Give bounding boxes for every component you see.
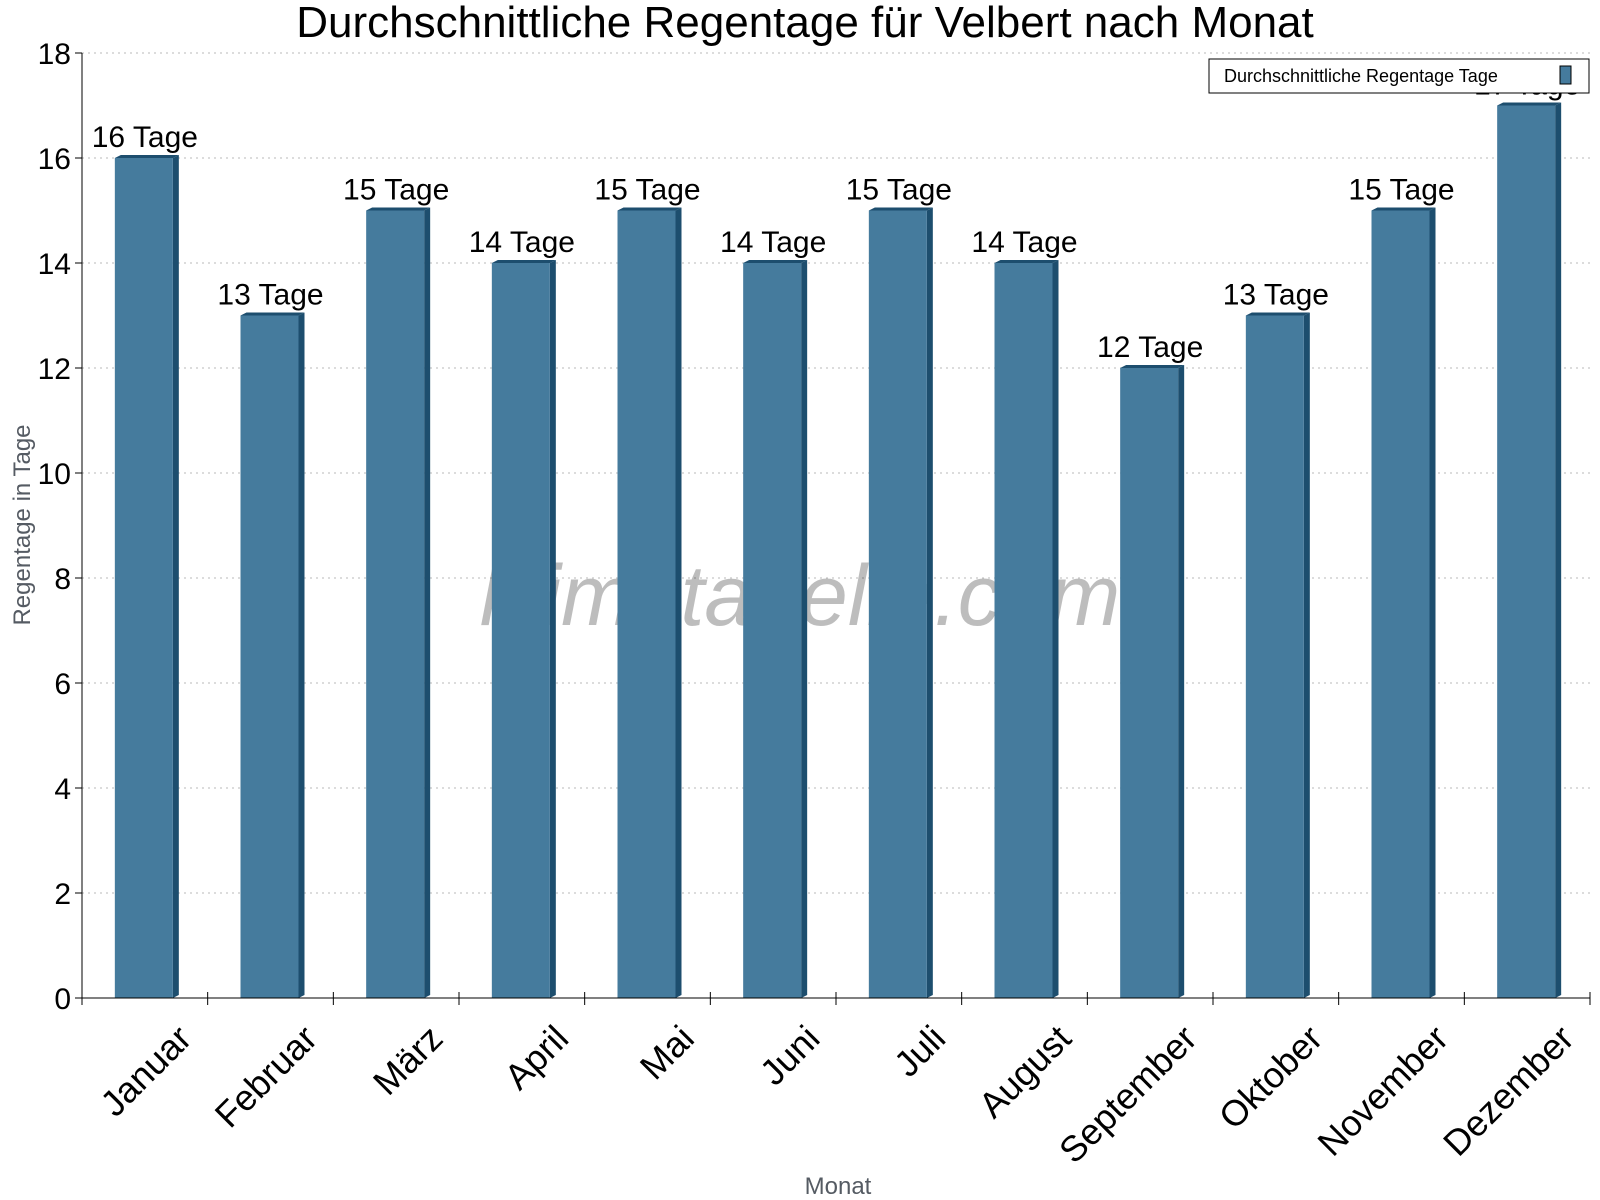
bar-side xyxy=(1052,260,1059,998)
bar xyxy=(617,210,676,998)
bar xyxy=(1371,210,1430,998)
bar-side xyxy=(675,207,682,998)
data-label: 13 Tage xyxy=(1223,279,1329,312)
bar xyxy=(994,263,1053,998)
bar-side xyxy=(424,207,431,998)
legend-label: Durchschnittliche Regentage Tage xyxy=(1224,66,1498,86)
bar-top xyxy=(1245,312,1310,316)
bar-top xyxy=(491,260,556,263)
bar-group: 15 Tage xyxy=(846,174,952,998)
x-tick-label: Dezember xyxy=(1435,1017,1581,1163)
y-tick-label: 4 xyxy=(54,773,71,806)
legend-swatch xyxy=(1559,65,1572,85)
legend: Durchschnittliche Regentage Tage xyxy=(1208,58,1590,94)
bar-group: 15 Tage xyxy=(594,174,701,998)
bar-side xyxy=(1555,102,1562,998)
y-tick-label: 12 xyxy=(38,353,71,386)
bar xyxy=(491,263,550,998)
x-tick-label: November xyxy=(1309,1017,1455,1163)
x-tick-label: Oktober xyxy=(1211,1017,1331,1137)
bar-top xyxy=(240,312,305,316)
bar-top xyxy=(1371,207,1436,211)
bar-group: 17 Tage xyxy=(1474,69,1580,998)
data-label: 14 Tage xyxy=(720,226,826,259)
bar xyxy=(114,158,173,998)
x-tick-label: März xyxy=(365,1017,451,1103)
bar-top xyxy=(114,155,179,158)
bar xyxy=(366,210,425,998)
data-label: 15 Tage xyxy=(343,174,449,207)
data-label: 14 Tage xyxy=(469,226,575,259)
bar-group: 13 Tage xyxy=(1223,279,1329,998)
x-tick-label: September xyxy=(1051,1017,1205,1171)
x-tick-label: Mai xyxy=(632,1017,702,1087)
bar-top xyxy=(1120,365,1185,368)
bar-group: 12 Tage xyxy=(1097,331,1203,998)
chart-title: Durchschnittliche Regentage für Velbert … xyxy=(296,0,1313,47)
data-label: 14 Tage xyxy=(971,226,1077,259)
bar-group: 16 Tage xyxy=(92,121,198,998)
bar-side xyxy=(1303,312,1310,998)
bar-side xyxy=(298,312,305,998)
x-tick-label: Februar xyxy=(207,1017,325,1135)
bar-group: 13 Tage xyxy=(217,279,324,998)
x-axis-label: Monat xyxy=(805,1173,872,1200)
bar-group: 14 Tage xyxy=(971,226,1078,998)
bar-side xyxy=(926,207,933,998)
data-label: 15 Tage xyxy=(594,174,700,207)
bar-side xyxy=(549,260,556,998)
bar-group: 14 Tage xyxy=(469,226,575,998)
bar-group: 14 Tage xyxy=(720,226,826,998)
data-label: 15 Tage xyxy=(1348,174,1454,207)
x-tick-label: April xyxy=(496,1017,576,1097)
y-tick-label: 16 xyxy=(38,143,71,176)
x-tick-label: Juli xyxy=(886,1017,953,1084)
bar xyxy=(1497,105,1556,998)
y-tick-label: 10 xyxy=(38,458,71,491)
bar xyxy=(240,315,299,998)
bar-top xyxy=(994,260,1059,263)
bars: 16 Tage 13 Tage 15 Tage 14 Tage 15 Tage 14 Ta… xyxy=(92,69,1580,998)
bar-side xyxy=(801,260,808,998)
bar xyxy=(1245,315,1304,998)
y-axis-label: Regentage in Tage xyxy=(9,424,36,625)
data-label: 12 Tage xyxy=(1097,331,1203,364)
data-label: 13 Tage xyxy=(217,279,323,312)
y-tick-label: 18 xyxy=(38,38,71,71)
bar-top xyxy=(743,260,808,263)
y-tick-label: 0 xyxy=(54,983,71,1016)
x-tick-label: Januar xyxy=(92,1017,199,1124)
x-tick-label: Juni xyxy=(752,1017,828,1093)
x-tick-label: August xyxy=(971,1017,1079,1125)
data-label: 15 Tage xyxy=(846,174,952,207)
bar xyxy=(743,263,802,998)
bar xyxy=(868,210,927,998)
y-tick-label: 8 xyxy=(54,563,71,596)
bar-side xyxy=(172,155,179,998)
bar-group: 15 Tage xyxy=(1348,174,1455,998)
y-tick-label: 2 xyxy=(54,878,71,911)
bar-top xyxy=(366,207,431,211)
bar xyxy=(1120,368,1179,998)
bar-top xyxy=(868,207,933,211)
data-label: 16 Tage xyxy=(92,121,198,154)
legend-box xyxy=(1208,58,1590,94)
y-tick-label: 14 xyxy=(38,248,71,281)
y-tick-label: 6 xyxy=(54,668,71,701)
bar-group: 15 Tage xyxy=(343,174,449,998)
bar-side xyxy=(1429,207,1436,998)
bar-top xyxy=(1497,102,1562,106)
bar-top xyxy=(617,207,682,211)
bar-side xyxy=(1178,365,1185,998)
